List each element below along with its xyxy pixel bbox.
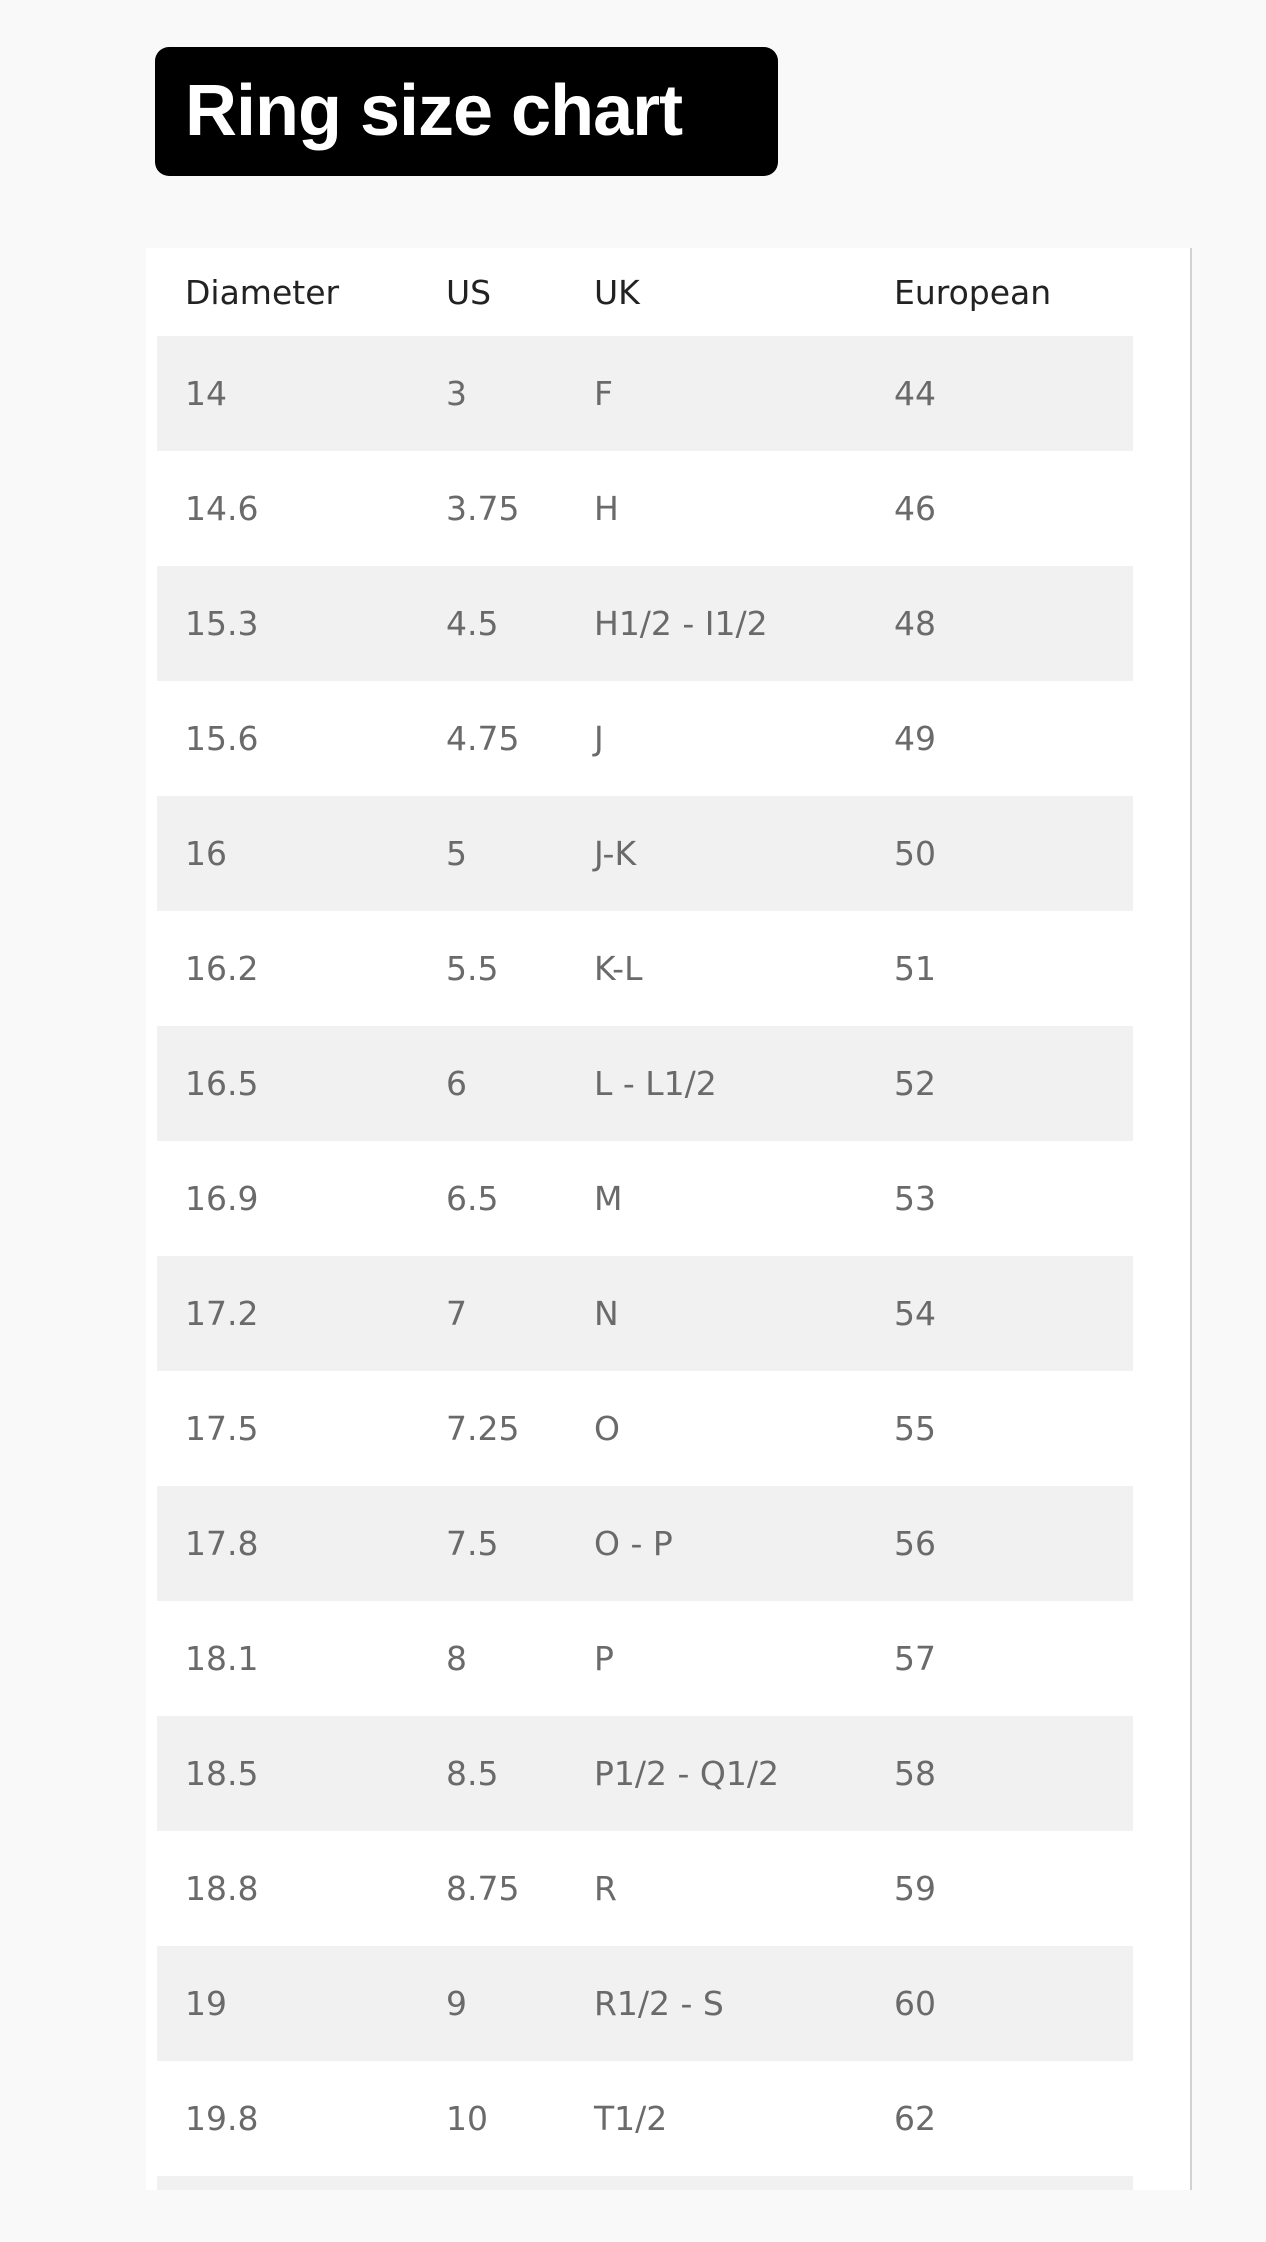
cell-diameter: 16.2 <box>185 949 259 988</box>
cell-uk: R <box>594 1869 617 1908</box>
cell-uk: J <box>594 719 604 758</box>
cell-european: 55 <box>894 1409 936 1448</box>
header-european: European <box>894 273 1052 312</box>
cell-diameter: 15.3 <box>185 604 259 643</box>
header-uk: UK <box>594 273 640 312</box>
table-row: 16 5 J-K 50 <box>157 796 1133 911</box>
cell-uk: P <box>594 1639 614 1678</box>
cell-diameter: 17.8 <box>185 1524 259 1563</box>
cell-european: 52 <box>894 1064 936 1103</box>
table-row: 19.8 10 T1/2 62 <box>157 2061 1133 2176</box>
cell-european: 62 <box>894 2099 936 2138</box>
cell-us: 5.5 <box>446 949 499 988</box>
cell-us: 9 <box>446 1984 467 2023</box>
cell-european: 49 <box>894 719 936 758</box>
cell-european: 60 <box>894 1984 936 2023</box>
table-row: 18.5 8.5 P1/2 - Q1/2 58 <box>157 1716 1133 1831</box>
table-row-partial <box>157 2176 1133 2190</box>
cell-us: 5 <box>446 834 467 873</box>
table-row: 17.5 7.25 O 55 <box>157 1371 1133 1486</box>
cell-us: 8.5 <box>446 1754 499 1793</box>
title-banner: Ring size chart <box>155 47 778 176</box>
cell-european: 59 <box>894 1869 936 1908</box>
cell-uk: O - P <box>594 1524 673 1563</box>
table-row: 16.5 6 L - L1/2 52 <box>157 1026 1133 1141</box>
cell-diameter: 18.8 <box>185 1869 259 1908</box>
cell-uk: N <box>594 1294 619 1333</box>
cell-diameter: 19.8 <box>185 2099 259 2138</box>
header-diameter: Diameter <box>185 273 340 312</box>
cell-european: 51 <box>894 949 936 988</box>
cell-european: 58 <box>894 1754 936 1793</box>
cell-european: 50 <box>894 834 936 873</box>
cell-european: 53 <box>894 1179 936 1218</box>
cell-diameter: 16 <box>185 834 227 873</box>
cell-us: 6.5 <box>446 1179 499 1218</box>
cell-european: 46 <box>894 489 936 528</box>
cell-uk: P1/2 - Q1/2 <box>594 1754 779 1793</box>
cell-uk: K-L <box>594 949 643 988</box>
table-row: 15.6 4.75 J 49 <box>157 681 1133 796</box>
cell-european: 56 <box>894 1524 936 1563</box>
ring-size-table: Diameter US UK European 14 3 F 44 14.6 3.75 H 4… <box>146 248 1192 2190</box>
cell-us: 3 <box>446 374 467 413</box>
cell-us: 7 <box>446 1294 467 1333</box>
cell-diameter: 16.9 <box>185 1179 259 1218</box>
cell-uk: H1/2 - I1/2 <box>594 604 768 643</box>
cell-uk: H <box>594 489 619 528</box>
cell-diameter: 15.6 <box>185 719 259 758</box>
cell-us: 7.5 <box>446 1524 499 1563</box>
cell-us: 4.5 <box>446 604 499 643</box>
table-row: 14.6 3.75 H 46 <box>157 451 1133 566</box>
cell-us: 8.75 <box>446 1869 520 1908</box>
cell-european: 48 <box>894 604 936 643</box>
cell-diameter: 17.5 <box>185 1409 259 1448</box>
table-header: Diameter US UK European <box>157 248 1133 338</box>
table-row: 17.2 7 N 54 <box>157 1256 1133 1371</box>
table-row: 14 3 F 44 <box>157 336 1133 451</box>
table-row: 15.3 4.5 H1/2 - I1/2 48 <box>157 566 1133 681</box>
cell-us: 4.75 <box>446 719 520 758</box>
cell-diameter: 14.6 <box>185 489 259 528</box>
cell-us: 10 <box>446 2099 488 2138</box>
cell-diameter: 16.5 <box>185 1064 259 1103</box>
cell-diameter: 18.5 <box>185 1754 259 1793</box>
table-row: 16.9 6.5 M 53 <box>157 1141 1133 1256</box>
cell-uk: T1/2 <box>594 2099 668 2138</box>
cell-us: 3.75 <box>446 489 520 528</box>
cell-uk: M <box>594 1179 623 1218</box>
table-row: 19 9 R1/2 - S 60 <box>157 1946 1133 2061</box>
table-row: 18.8 8.75 R 59 <box>157 1831 1133 1946</box>
cell-uk: O <box>594 1409 620 1448</box>
cell-european: 57 <box>894 1639 936 1678</box>
table-row: 17.8 7.5 O - P 56 <box>157 1486 1133 1601</box>
cell-uk: L - L1/2 <box>594 1064 717 1103</box>
page-title: Ring size chart <box>185 71 683 151</box>
cell-diameter: 18.1 <box>185 1639 259 1678</box>
cell-uk: R1/2 - S <box>594 1984 724 2023</box>
cell-us: 7.25 <box>446 1409 520 1448</box>
cell-us: 6 <box>446 1064 467 1103</box>
cell-diameter: 19 <box>185 1984 227 2023</box>
cell-us: 8 <box>446 1639 467 1678</box>
cell-diameter: 17.2 <box>185 1294 259 1333</box>
cell-diameter: 14 <box>185 374 227 413</box>
cell-uk: J-K <box>594 834 637 873</box>
header-us: US <box>446 273 492 312</box>
table-row: 16.2 5.5 K-L 51 <box>157 911 1133 1026</box>
table-row: 18.1 8 P 57 <box>157 1601 1133 1716</box>
cell-uk: F <box>594 374 613 413</box>
cell-european: 54 <box>894 1294 936 1333</box>
cell-european: 44 <box>894 374 936 413</box>
